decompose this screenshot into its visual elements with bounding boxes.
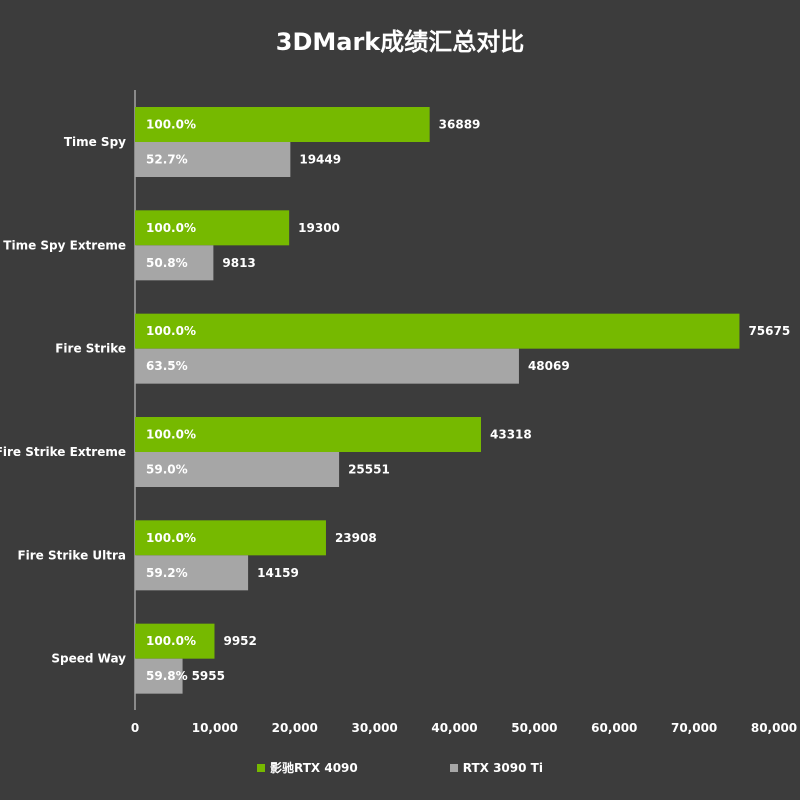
bar-percent-label: 59.8% (146, 669, 188, 683)
bar-value-label: 9952 (223, 634, 256, 648)
bar-value-label: 19300 (298, 221, 340, 235)
x-tick-label: 10,000 (192, 721, 238, 735)
bar-percent-label: 100.0% (146, 428, 196, 442)
bar-value-label: 23908 (335, 531, 377, 545)
legend-label-series-2: RTX 3090 Ti (462, 760, 543, 775)
bar-fire-strike-extreme-series-2 (135, 452, 340, 487)
bar-value-label: 19449 (299, 153, 341, 167)
bar-value-label: 25551 (348, 463, 390, 477)
x-tick-label: 70,000 (671, 721, 717, 735)
bar-percent-label: 59.0% (146, 463, 188, 477)
bar-fire-strike-ultra-series-1 (135, 520, 326, 556)
x-tick-label: 0 (131, 721, 139, 735)
bar-fire-strike-extreme-series-1 (135, 417, 482, 452)
x-tick-label: 60,000 (591, 721, 637, 735)
bar-speed-way-series-2 (135, 658, 183, 694)
bar-fire-strike-series-2 (135, 348, 519, 384)
x-tick-label: 50,000 (511, 721, 557, 735)
bar-time-spy-extreme-series-2 (135, 245, 214, 281)
bar-value-label: 5955 (192, 669, 225, 683)
bar-speed-way-series-1 (135, 623, 215, 659)
bar-fire-strike-ultra-series-2 (135, 555, 249, 591)
x-tick-label: 80,000 (751, 721, 797, 735)
x-tick-label: 20,000 (272, 721, 318, 735)
bar-percent-label: 100.0% (146, 221, 196, 235)
category-label: Time Spy Extreme (3, 238, 126, 252)
bar-value-label: 43318 (490, 428, 532, 442)
x-tick-label: 30,000 (351, 721, 397, 735)
category-label: Time Spy (64, 135, 126, 149)
bar-time-spy-extreme-series-1 (135, 210, 290, 246)
legend: 影驰RTX 4090 RTX 3090 Ti (0, 759, 800, 776)
legend-item-series-1: 影驰RTX 4090 (257, 759, 358, 776)
bar-time-spy-series-2 (135, 142, 291, 177)
category-label: Speed Way (51, 652, 126, 666)
legend-swatch-series-1 (257, 763, 266, 772)
bar-percent-label: 100.0% (146, 531, 196, 545)
legend-item-series-2: RTX 3090 Ti (449, 759, 543, 776)
bar-time-spy-series-1 (135, 107, 430, 142)
bar-value-label: 9813 (222, 256, 255, 270)
bar-value-label: 48069 (528, 359, 570, 373)
bar-value-label: 14159 (257, 566, 299, 580)
bar-percent-label: 50.8% (146, 256, 188, 270)
bar-value-label: 75675 (748, 324, 790, 338)
chart-title: 3DMark成绩汇总对比 (275, 28, 525, 56)
category-label: Fire Strike Ultra (17, 548, 126, 562)
bar-percent-label: 100.0% (146, 634, 196, 648)
bar-percent-label: 52.7% (146, 153, 188, 167)
category-label: Fire Strike (55, 342, 126, 356)
x-tick-label: 40,000 (431, 721, 477, 735)
legend-label-series-1: 影驰RTX 4090 (270, 761, 358, 775)
bar-fire-strike-series-1 (135, 313, 740, 349)
bar-percent-label: 100.0% (146, 118, 196, 132)
legend-swatch-series-2 (449, 763, 458, 772)
category-label: Fire Strike Extreme (0, 445, 126, 459)
bar-percent-label: 100.0% (146, 324, 196, 338)
bar-percent-label: 63.5% (146, 359, 188, 373)
bar-value-label: 36889 (439, 118, 481, 132)
bar-percent-label: 59.2% (146, 566, 188, 580)
